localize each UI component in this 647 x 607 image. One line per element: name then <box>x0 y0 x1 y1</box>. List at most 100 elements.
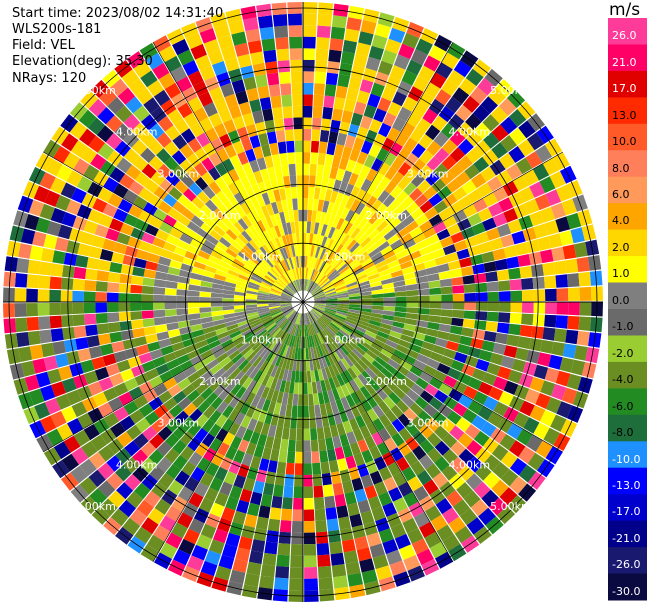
velocity-bin <box>390 404 404 419</box>
velocity-bin <box>227 327 240 335</box>
velocity-bin <box>446 223 461 236</box>
velocity-bin <box>401 394 415 408</box>
velocity-bin <box>76 204 92 220</box>
velocity-bin <box>351 264 363 273</box>
velocity-bin <box>562 244 577 260</box>
velocity-bin <box>475 231 490 245</box>
velocity-bin <box>160 248 174 260</box>
velocity-bin <box>230 208 242 222</box>
velocity-bin <box>508 267 521 280</box>
velocity-bin <box>87 381 103 396</box>
velocity-bin <box>441 464 458 481</box>
velocity-bin <box>102 353 117 367</box>
velocity-bin <box>242 428 254 442</box>
velocity-bin <box>176 239 190 251</box>
velocity-bin <box>325 294 338 299</box>
velocity-bin <box>423 55 441 72</box>
velocity-bin <box>269 308 282 313</box>
velocity-bin <box>262 334 273 345</box>
velocity-bin <box>272 14 288 27</box>
velocity-bin <box>222 309 235 315</box>
velocity-bin <box>159 370 174 383</box>
velocity-bin <box>341 539 356 553</box>
velocity-bin <box>280 298 292 301</box>
velocity-bin <box>448 113 465 130</box>
velocity-bin <box>342 444 353 458</box>
velocity-bin <box>370 342 383 352</box>
velocity-bin <box>280 299 292 302</box>
velocity-bin <box>138 352 153 364</box>
velocity-bin <box>158 338 172 349</box>
velocity-bin <box>83 164 100 181</box>
velocity-bin <box>548 354 563 370</box>
velocity-bin <box>272 327 282 338</box>
velocity-bin <box>300 255 303 268</box>
velocity-bin <box>309 268 314 280</box>
velocity-bin <box>114 123 131 140</box>
velocity-bin <box>297 313 301 325</box>
velocity-bin <box>176 295 188 302</box>
velocity-bin <box>333 317 345 325</box>
velocity-bin <box>327 269 338 279</box>
velocity-bin <box>308 281 315 292</box>
velocity-bin <box>382 451 396 467</box>
velocity-bin <box>253 444 265 458</box>
velocity-bin <box>238 322 251 331</box>
velocity-bin <box>204 76 220 92</box>
range-ring-label: 4.00km <box>449 126 491 139</box>
velocity-bin <box>153 279 167 288</box>
velocity-bin <box>498 302 511 312</box>
velocity-bin <box>418 302 430 309</box>
velocity-bin <box>313 306 325 313</box>
velocity-bin <box>458 448 475 465</box>
velocity-bin <box>358 314 371 320</box>
velocity-bin <box>387 101 402 117</box>
velocity-bin <box>506 423 523 440</box>
velocity-bin <box>453 60 472 78</box>
velocity-bin <box>419 390 434 404</box>
velocity-bin <box>223 392 236 405</box>
velocity-bin <box>249 353 260 365</box>
velocity-bin <box>154 404 169 419</box>
velocity-bin <box>208 539 225 555</box>
velocity-bin <box>118 302 131 312</box>
velocity-bin <box>323 311 335 318</box>
velocity-bin <box>274 426 284 439</box>
velocity-bin <box>345 159 357 173</box>
velocity-bin <box>321 367 328 380</box>
velocity-bin <box>172 439 187 455</box>
velocity-bin <box>109 331 123 343</box>
velocity-bin <box>544 314 557 328</box>
velocity-bin <box>296 336 300 348</box>
velocity-bin <box>191 544 208 561</box>
velocity-bin <box>251 539 266 553</box>
velocity-bin <box>216 264 230 274</box>
velocity-bin <box>201 157 215 172</box>
velocity-bin <box>461 364 476 377</box>
velocity-bin <box>392 321 405 329</box>
start-time-label: Start time: 2023/08/02 14:31:40 <box>12 6 224 21</box>
velocity-bin <box>179 233 193 245</box>
velocity-bin <box>508 109 527 127</box>
velocity-bin <box>217 220 230 233</box>
velocity-bin <box>306 232 310 245</box>
velocity-bin <box>340 527 354 542</box>
velocity-bin <box>475 311 488 321</box>
velocity-bin <box>432 221 447 234</box>
velocity-bin <box>268 352 277 364</box>
velocity-bin <box>425 328 439 338</box>
velocity-bin <box>315 60 328 73</box>
velocity-bin <box>312 307 323 315</box>
velocity-bin <box>135 171 151 187</box>
velocity-bin <box>403 182 417 196</box>
velocity-bin <box>130 311 143 321</box>
velocity-bin <box>350 227 361 239</box>
velocity-bin <box>462 95 480 113</box>
velocity-bin <box>172 454 188 470</box>
velocity-bin <box>323 95 335 109</box>
velocity-bin <box>272 284 283 292</box>
velocity-bin <box>134 373 149 386</box>
velocity-bin <box>50 381 66 398</box>
velocity-bin <box>267 271 278 281</box>
velocity-bin <box>274 314 285 323</box>
